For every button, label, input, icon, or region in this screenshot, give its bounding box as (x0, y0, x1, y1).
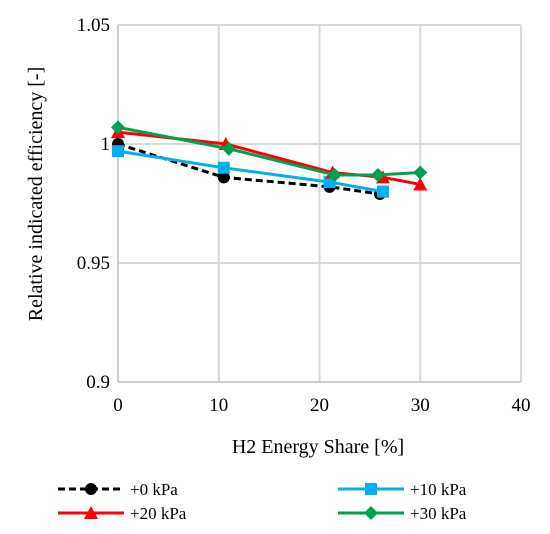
series-0-kpa (112, 138, 386, 200)
x-tick-label: 20 (310, 395, 329, 416)
series-line (117, 149, 384, 194)
x-tick-label: 40 (512, 395, 531, 416)
y-axis-title: Relative indicated efficiency [-] (25, 67, 47, 322)
legend-item-10-kpa: +10 kPa (338, 480, 467, 499)
series (111, 120, 428, 200)
y-tick-label: 0.9 (86, 372, 110, 393)
data-point (217, 171, 230, 184)
data-point (413, 177, 428, 191)
legend-label: +20 kPa (130, 504, 187, 523)
series-30-kpa (111, 120, 428, 182)
x-tick-label: 0 (113, 395, 123, 416)
y-tick-label: 0.95 (77, 253, 110, 274)
x-axis-title: H2 Energy Share [%] (232, 436, 404, 458)
legend-item-0-kpa: +0 kPa (58, 480, 178, 499)
y-tick-label: 1 (101, 134, 111, 155)
axes (117, 25, 521, 383)
data-point (370, 167, 385, 182)
legend-marker (84, 506, 98, 519)
data-point (221, 141, 236, 156)
series-line (117, 125, 421, 177)
data-point (217, 161, 230, 174)
data-point (327, 167, 342, 182)
grid (118, 24, 522, 382)
y-tick-label: 1.05 (77, 15, 110, 36)
legend-label: +10 kPa (410, 480, 467, 499)
tick-labels: 0 10 20 30 40 0.9 0.95 1 1.05 (77, 15, 531, 416)
x-tick-label: 10 (209, 395, 228, 416)
data-point (413, 165, 428, 180)
data-point (111, 120, 125, 135)
legend-item-30-kpa: +30 kPa (338, 504, 467, 523)
legend-item-20-kpa: +20 kPa (58, 504, 187, 523)
legend: +0 kPa +10 kPa +20 kPa +30 kPa (58, 480, 467, 523)
legend-marker (364, 506, 378, 520)
legend-label: +30 kPa (410, 504, 467, 523)
legend-marker (365, 483, 377, 495)
legend-marker (85, 483, 97, 495)
legend-label: +0 kPa (130, 480, 178, 499)
data-point (112, 145, 124, 158)
data-point (376, 185, 389, 198)
x-tick-label: 30 (411, 395, 430, 416)
